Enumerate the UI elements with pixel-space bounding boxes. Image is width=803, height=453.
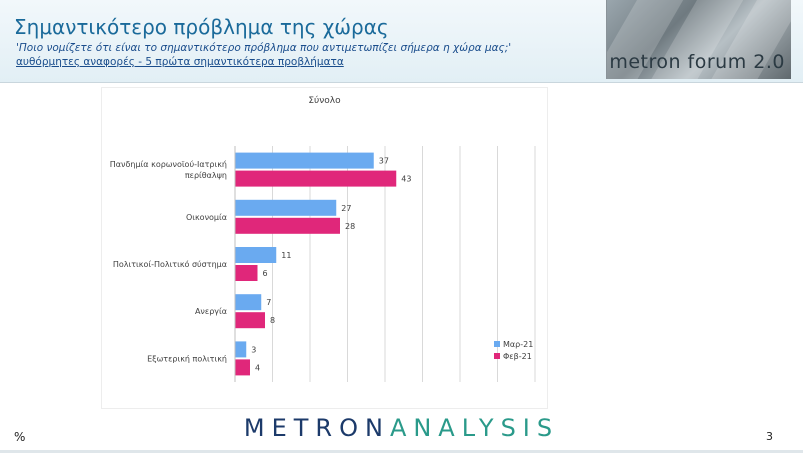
brand-word-metron: METRON: [243, 414, 390, 442]
category-label: Ανεργία: [195, 307, 227, 316]
legend-label: Φεβ-21: [503, 352, 532, 361]
bar-feb21: [235, 170, 397, 187]
bar-mar21: [235, 152, 374, 169]
category-label: Πανδημία κορωνοϊού-Ιατρική: [110, 159, 227, 169]
metron-forum-logo: metron forum 2.0: [606, 0, 791, 79]
page-number: 3: [766, 430, 773, 443]
chart-panel: Σύνολο Πανδημία κορωνοϊού-Ιατρική περίθαλ…: [102, 88, 547, 408]
data-label: 8: [270, 316, 275, 325]
bar-mar21: [235, 199, 337, 216]
page-title: Σημαντικότερο πρόβλημα της χώρας: [14, 15, 389, 39]
bar-mar21: [235, 247, 277, 263]
data-label: 28: [345, 222, 355, 231]
brand-word-analysis: ANALYSIS: [389, 414, 560, 442]
legend-swatch: [494, 353, 500, 359]
data-label: 3: [251, 345, 256, 354]
legend-label: Μαρ-21: [503, 340, 533, 349]
bar-chart: Πανδημία κορωνοϊού-Ιατρικήπερίθαλψη3743Ο…: [110, 146, 536, 382]
bottom-divider: [0, 450, 803, 453]
bar-mar21: [235, 294, 262, 311]
data-label: 27: [341, 204, 351, 213]
percent-sign: %: [14, 430, 26, 444]
data-label: 6: [263, 269, 268, 278]
bar-feb21: [235, 217, 340, 234]
category-label: Οικονομία: [186, 213, 227, 222]
bar-feb21: [235, 265, 258, 281]
bar-feb21: [235, 359, 250, 376]
data-label: 37: [379, 157, 389, 166]
category-label: περίθαλψη: [185, 171, 227, 180]
category-label: Πολιτικοί-Πολιτικό σύστημα: [113, 259, 227, 269]
data-label: 11: [281, 251, 291, 260]
data-label: 43: [401, 175, 411, 184]
data-label: 7: [266, 298, 271, 307]
metron-analysis-logo: METRONANALYSIS: [0, 414, 803, 442]
legend-swatch: [494, 341, 500, 347]
data-label: 4: [255, 363, 260, 372]
bar-feb21: [235, 312, 265, 329]
survey-note: αυθόρμητες αναφορές - 5 πρώτα σημαντικότ…: [16, 56, 344, 68]
chart-title: Σύνολο: [308, 96, 341, 106]
header-banner: Σημαντικότερο πρόβλημα της χώρας 'Ποιο ν…: [0, 0, 803, 83]
logo-text: metron forum 2.0: [609, 51, 785, 73]
bar-mar21: [235, 341, 247, 358]
category-label: Εξωτερική πολιτική: [147, 354, 227, 363]
survey-question: 'Ποιο νομίζετε ότι είναι το σημαντικότερ…: [16, 42, 512, 54]
